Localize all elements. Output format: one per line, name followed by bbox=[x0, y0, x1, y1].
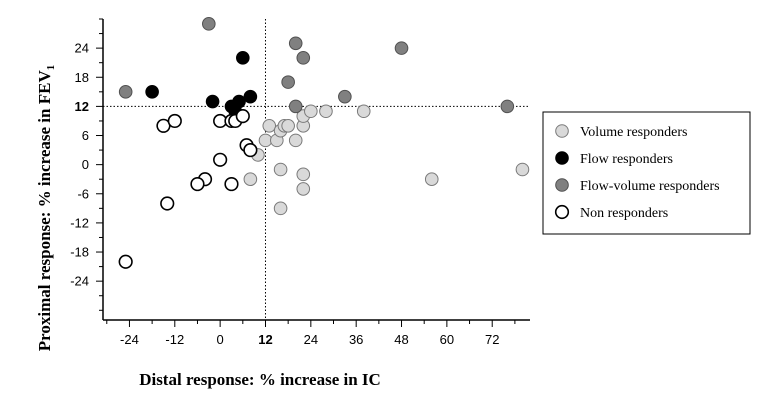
point-volume-responders bbox=[319, 104, 333, 119]
y-tick-label: -24 bbox=[70, 274, 89, 289]
point-volume-responders bbox=[273, 162, 288, 177]
legend-box bbox=[542, 111, 751, 235]
point-non-responders bbox=[243, 142, 258, 158]
plot-area bbox=[102, 19, 530, 321]
legend-label-non-responders: Non responders bbox=[580, 206, 668, 221]
point-volume-responders bbox=[296, 182, 311, 196]
legend-label-volume-responders: Volume responders bbox=[580, 125, 687, 140]
point-non-responders bbox=[160, 196, 175, 211]
x-tick-label: 60 bbox=[440, 332, 454, 347]
legend-marker-flow-volume-responders bbox=[555, 178, 569, 192]
y-axis-title-group: Proximal response: % increase in FEV1 bbox=[35, 65, 57, 351]
y-tick-label: 18 bbox=[75, 70, 89, 85]
legend: Volume responders Flow responders Flow-vol… bbox=[542, 111, 751, 235]
legend-marker-non-responders bbox=[554, 204, 570, 220]
x-tick-label: 36 bbox=[349, 332, 363, 347]
point-flow-volume-responders bbox=[394, 41, 409, 55]
point-volume-responders bbox=[356, 104, 371, 119]
point-volume-responders bbox=[288, 133, 303, 148]
legend-marker-volume-responders bbox=[555, 124, 569, 138]
threshold-lines bbox=[103, 19, 530, 320]
point-flow-responders bbox=[236, 51, 250, 65]
point-flow-volume-responders bbox=[288, 36, 303, 51]
y-tick-label: 12 bbox=[75, 99, 89, 114]
x-axis-title: Distal response: % increase in IC bbox=[139, 370, 381, 389]
point-flow-volume-responders bbox=[296, 51, 311, 65]
y-tick-label: -6 bbox=[77, 186, 89, 201]
point-non-responders bbox=[167, 113, 182, 129]
point-volume-responders bbox=[281, 119, 295, 133]
point-flow-volume-responders bbox=[281, 75, 295, 89]
point-flow-responders bbox=[205, 94, 220, 109]
point-flow-responders bbox=[145, 85, 159, 99]
x-tick-label: 24 bbox=[304, 332, 318, 347]
data-markers bbox=[118, 17, 530, 269]
x-axis: -24 -12 0 12 24 36 48 60 72 bbox=[106, 320, 516, 347]
point-flow-volume-responders bbox=[288, 99, 303, 114]
point-volume-responders bbox=[515, 162, 530, 177]
point-flow-volume-responders bbox=[338, 89, 352, 104]
point-non-responders bbox=[213, 152, 228, 167]
point-non-responders bbox=[224, 176, 239, 192]
y-tick-label: 0 bbox=[82, 157, 89, 172]
point-non-responders bbox=[235, 108, 250, 124]
point-volume-responders bbox=[258, 133, 273, 148]
legend-label-flow-volume-responders: Flow-volume responders bbox=[580, 179, 720, 194]
y-tick-label: 24 bbox=[75, 41, 89, 56]
legend-marker-flow-responders bbox=[555, 151, 569, 165]
point-flow-volume-responders bbox=[202, 17, 216, 31]
y-axis-title-main: Proximal response: % increase in FEV bbox=[35, 70, 54, 352]
x-tick-label: -12 bbox=[165, 332, 184, 347]
y-tick-label: -18 bbox=[70, 245, 89, 260]
y-tick-label: -12 bbox=[70, 215, 89, 230]
point-flow-volume-responders bbox=[500, 99, 515, 114]
x-tick-label: 0 bbox=[217, 332, 224, 347]
x-tick-label: 48 bbox=[394, 332, 408, 347]
point-volume-responders bbox=[304, 104, 318, 119]
y-axis-title-subscript: 1 bbox=[45, 65, 57, 71]
point-non-responders bbox=[190, 176, 205, 192]
point-volume-responders bbox=[273, 201, 288, 216]
point-non-responders bbox=[118, 254, 133, 269]
legend-label-flow-responders: Flow responders bbox=[580, 152, 673, 167]
x-tick-label: 12 bbox=[258, 332, 272, 347]
point-volume-responders bbox=[262, 119, 277, 133]
point-volume-responders bbox=[243, 172, 258, 187]
y-axis: -24 -18 -12 -6 0 6 12 18 24 bbox=[70, 18, 103, 311]
point-flow-volume-responders bbox=[118, 85, 133, 99]
x-tick-label: -24 bbox=[120, 332, 139, 347]
y-tick-label: 6 bbox=[82, 128, 89, 143]
y-axis-title: Proximal response: % increase in FEV1 bbox=[35, 65, 57, 351]
point-flow-responders bbox=[243, 89, 258, 104]
x-tick-label: 72 bbox=[485, 332, 499, 347]
point-volume-responders bbox=[424, 172, 439, 187]
point-volume-responders bbox=[296, 167, 311, 182]
